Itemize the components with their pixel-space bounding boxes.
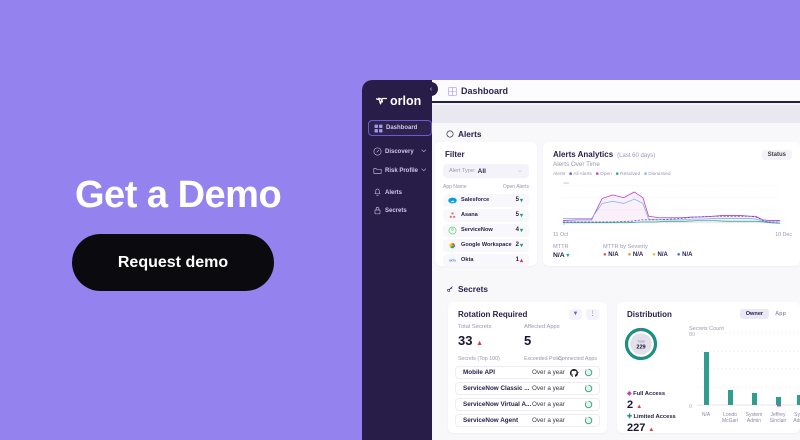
svg-text:0: 0	[689, 404, 692, 410]
svg-text:80: 80	[689, 332, 695, 338]
svg-text:N/A: N/A	[702, 412, 711, 418]
svg-text:McGari: McGari	[722, 418, 738, 424]
svg-text:OKTA: OKTA	[449, 259, 456, 262]
svg-text:☁: ☁	[451, 199, 454, 203]
svg-text:Admin: Admin	[747, 418, 761, 424]
svg-text:229: 229	[636, 344, 645, 350]
svg-text:Sinclair: Sinclair	[770, 418, 787, 424]
svg-text:Total: Total	[637, 340, 644, 344]
svg-text:Admi: Admi	[793, 418, 800, 424]
svg-text:300: 300	[563, 182, 569, 185]
